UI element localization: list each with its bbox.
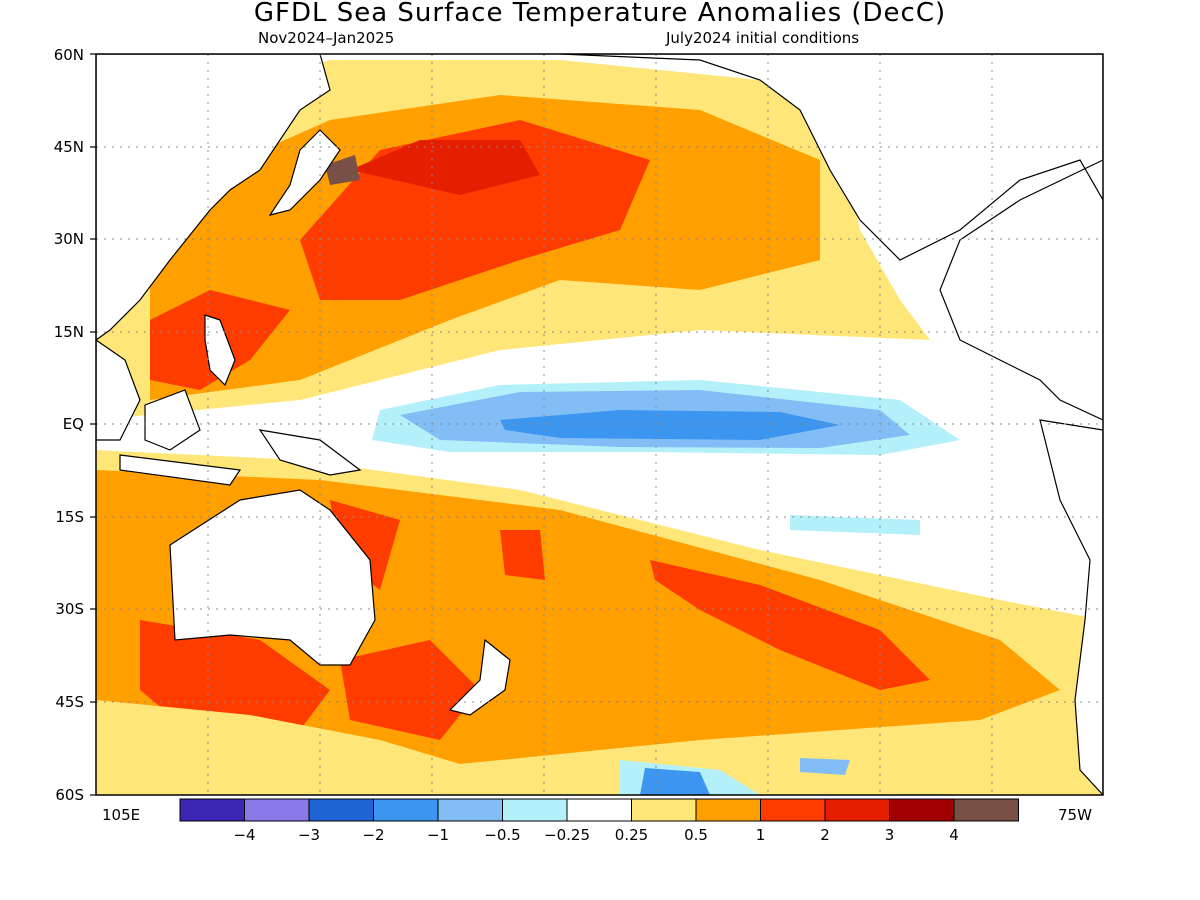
colorbar-label: −3 — [297, 826, 321, 844]
colorbar-label: 0.25 — [614, 826, 649, 844]
map-field — [96, 54, 1103, 795]
map-title: GFDL Sea Surface Temperature Anomalies (… — [253, 0, 947, 28]
colorbar-swatch — [695, 798, 761, 822]
initial-conditions: July2024 initial conditions — [666, 29, 860, 47]
colorbar-label: −0.5 — [484, 826, 521, 844]
colorbar-label: 4 — [949, 826, 959, 844]
colorbar-label: 1 — [755, 826, 766, 844]
colorbar-label: −4 — [233, 826, 256, 844]
axis-ticks — [90, 53, 96, 796]
colorbar-swatch — [244, 798, 310, 822]
colorbar-swatch — [566, 798, 632, 822]
colorbar-label: −2 — [362, 826, 385, 844]
colorbar-swatch — [437, 798, 503, 822]
colorbar-swatch — [824, 798, 890, 822]
colorbar-swatch — [760, 798, 826, 822]
lat-label-45n: 45N — [53, 138, 84, 156]
colorbar-swatch — [373, 798, 439, 822]
colorbar-swatch — [179, 798, 245, 822]
colorbar — [179, 798, 1019, 822]
lon-label-105e: 105E — [102, 806, 141, 824]
colorbar-label: −1 — [426, 826, 450, 844]
colorbar-swatch — [308, 798, 374, 822]
colorbar-label: 2 — [820, 826, 830, 844]
colorbar-label: 0.5 — [684, 826, 708, 844]
graticule — [96, 54, 1103, 795]
lat-label-45s: 45S — [55, 693, 84, 711]
colorbar-swatch — [889, 798, 955, 822]
lat-label-15n: 15N — [53, 323, 84, 341]
forecast-period: Nov2024–Jan2025 — [258, 29, 395, 47]
lat-label-30n: 30N — [53, 230, 84, 248]
colorbar-swatch — [953, 798, 1019, 822]
lat-label-30s: 30S — [55, 600, 84, 618]
lat-label-60s: 60S — [55, 786, 84, 804]
colorbar-swatch — [502, 798, 568, 822]
colorbar-label: −0.25 — [544, 826, 590, 844]
lat-label-15s: 15S — [55, 508, 84, 526]
lat-label-eq: EQ — [62, 415, 84, 433]
lat-label-60n: 60N — [53, 46, 84, 64]
lon-label-75w: 75W — [1058, 806, 1092, 824]
colorbar-swatch — [631, 798, 697, 822]
colorbar-label: 3 — [884, 826, 895, 844]
